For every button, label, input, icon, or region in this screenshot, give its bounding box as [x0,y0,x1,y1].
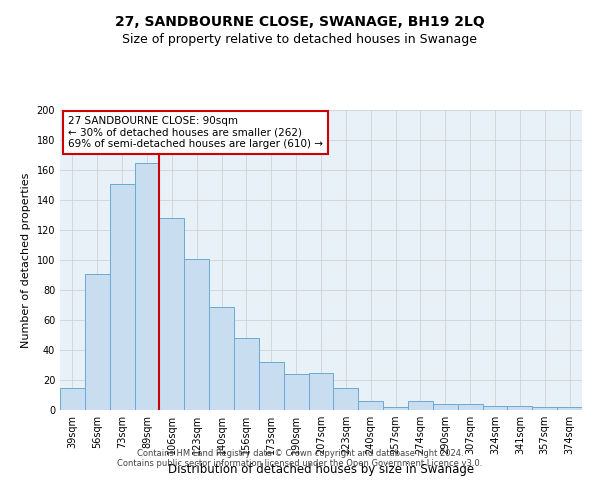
Bar [110,184,134,410]
Text: 27, SANDBOURNE CLOSE, SWANAGE, BH19 2LQ: 27, SANDBOURNE CLOSE, SWANAGE, BH19 2LQ [115,15,485,29]
Bar [85,274,110,410]
Bar [308,372,334,410]
Bar [557,407,582,410]
Bar [408,401,433,410]
Bar [433,404,458,410]
Bar [259,362,284,410]
Text: Contains HM Land Registry data © Crown copyright and database right 2024.: Contains HM Land Registry data © Crown c… [137,448,463,458]
Bar [358,401,383,410]
Bar [160,218,184,410]
Bar [334,388,358,410]
Bar [134,162,160,410]
Bar [508,406,532,410]
Bar [458,404,482,410]
Bar [234,338,259,410]
Bar [482,406,508,410]
Bar [184,258,209,410]
Bar [532,407,557,410]
Bar [209,306,234,410]
Text: 27 SANDBOURNE CLOSE: 90sqm
← 30% of detached houses are smaller (262)
69% of sem: 27 SANDBOURNE CLOSE: 90sqm ← 30% of deta… [68,116,323,149]
Text: Contains public sector information licensed under the Open Government Licence v3: Contains public sector information licen… [118,458,482,468]
X-axis label: Distribution of detached houses by size in Swanage: Distribution of detached houses by size … [168,462,474,475]
Bar [60,388,85,410]
Bar [284,374,308,410]
Bar [383,407,408,410]
Text: Size of property relative to detached houses in Swanage: Size of property relative to detached ho… [122,32,478,46]
Y-axis label: Number of detached properties: Number of detached properties [21,172,31,348]
